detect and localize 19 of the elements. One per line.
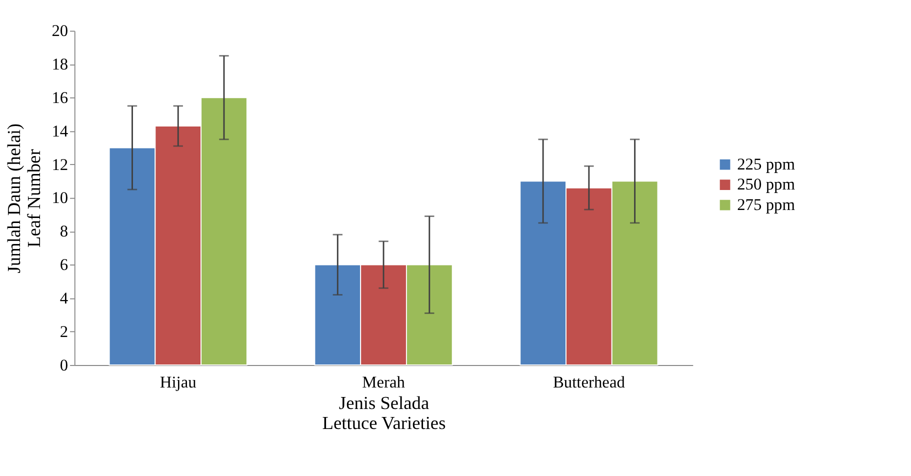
x-axis-title: Jenis Selada Lettuce Varieties — [322, 392, 446, 434]
y-tick-label: 14 — [52, 121, 68, 140]
x-tick-label: Merah — [362, 372, 405, 392]
legend-label: 275 ppm — [737, 194, 796, 214]
y-tick-label: 2 — [60, 322, 68, 341]
x-tick-label: Butterhead — [552, 372, 625, 392]
x-tick-label: Hijau — [160, 372, 196, 392]
y-axis-title: Jumlah Daun (helai) Leaf Number — [4, 123, 44, 274]
y-tick-label: 8 — [60, 222, 68, 241]
y-tick-label: 0 — [60, 355, 68, 374]
y-tick-label: 6 — [60, 255, 68, 274]
legend-label: 250 ppm — [737, 174, 796, 194]
y-tick-label: 4 — [60, 288, 68, 308]
y-tick-label: 18 — [52, 54, 68, 74]
y-tick-label: 12 — [52, 154, 68, 174]
y-tick-label: 10 — [52, 188, 68, 208]
legend-label: 225 ppm — [737, 154, 796, 174]
y-tick-label: 16 — [52, 88, 68, 107]
y-tick-label: 20 — [52, 21, 68, 40]
